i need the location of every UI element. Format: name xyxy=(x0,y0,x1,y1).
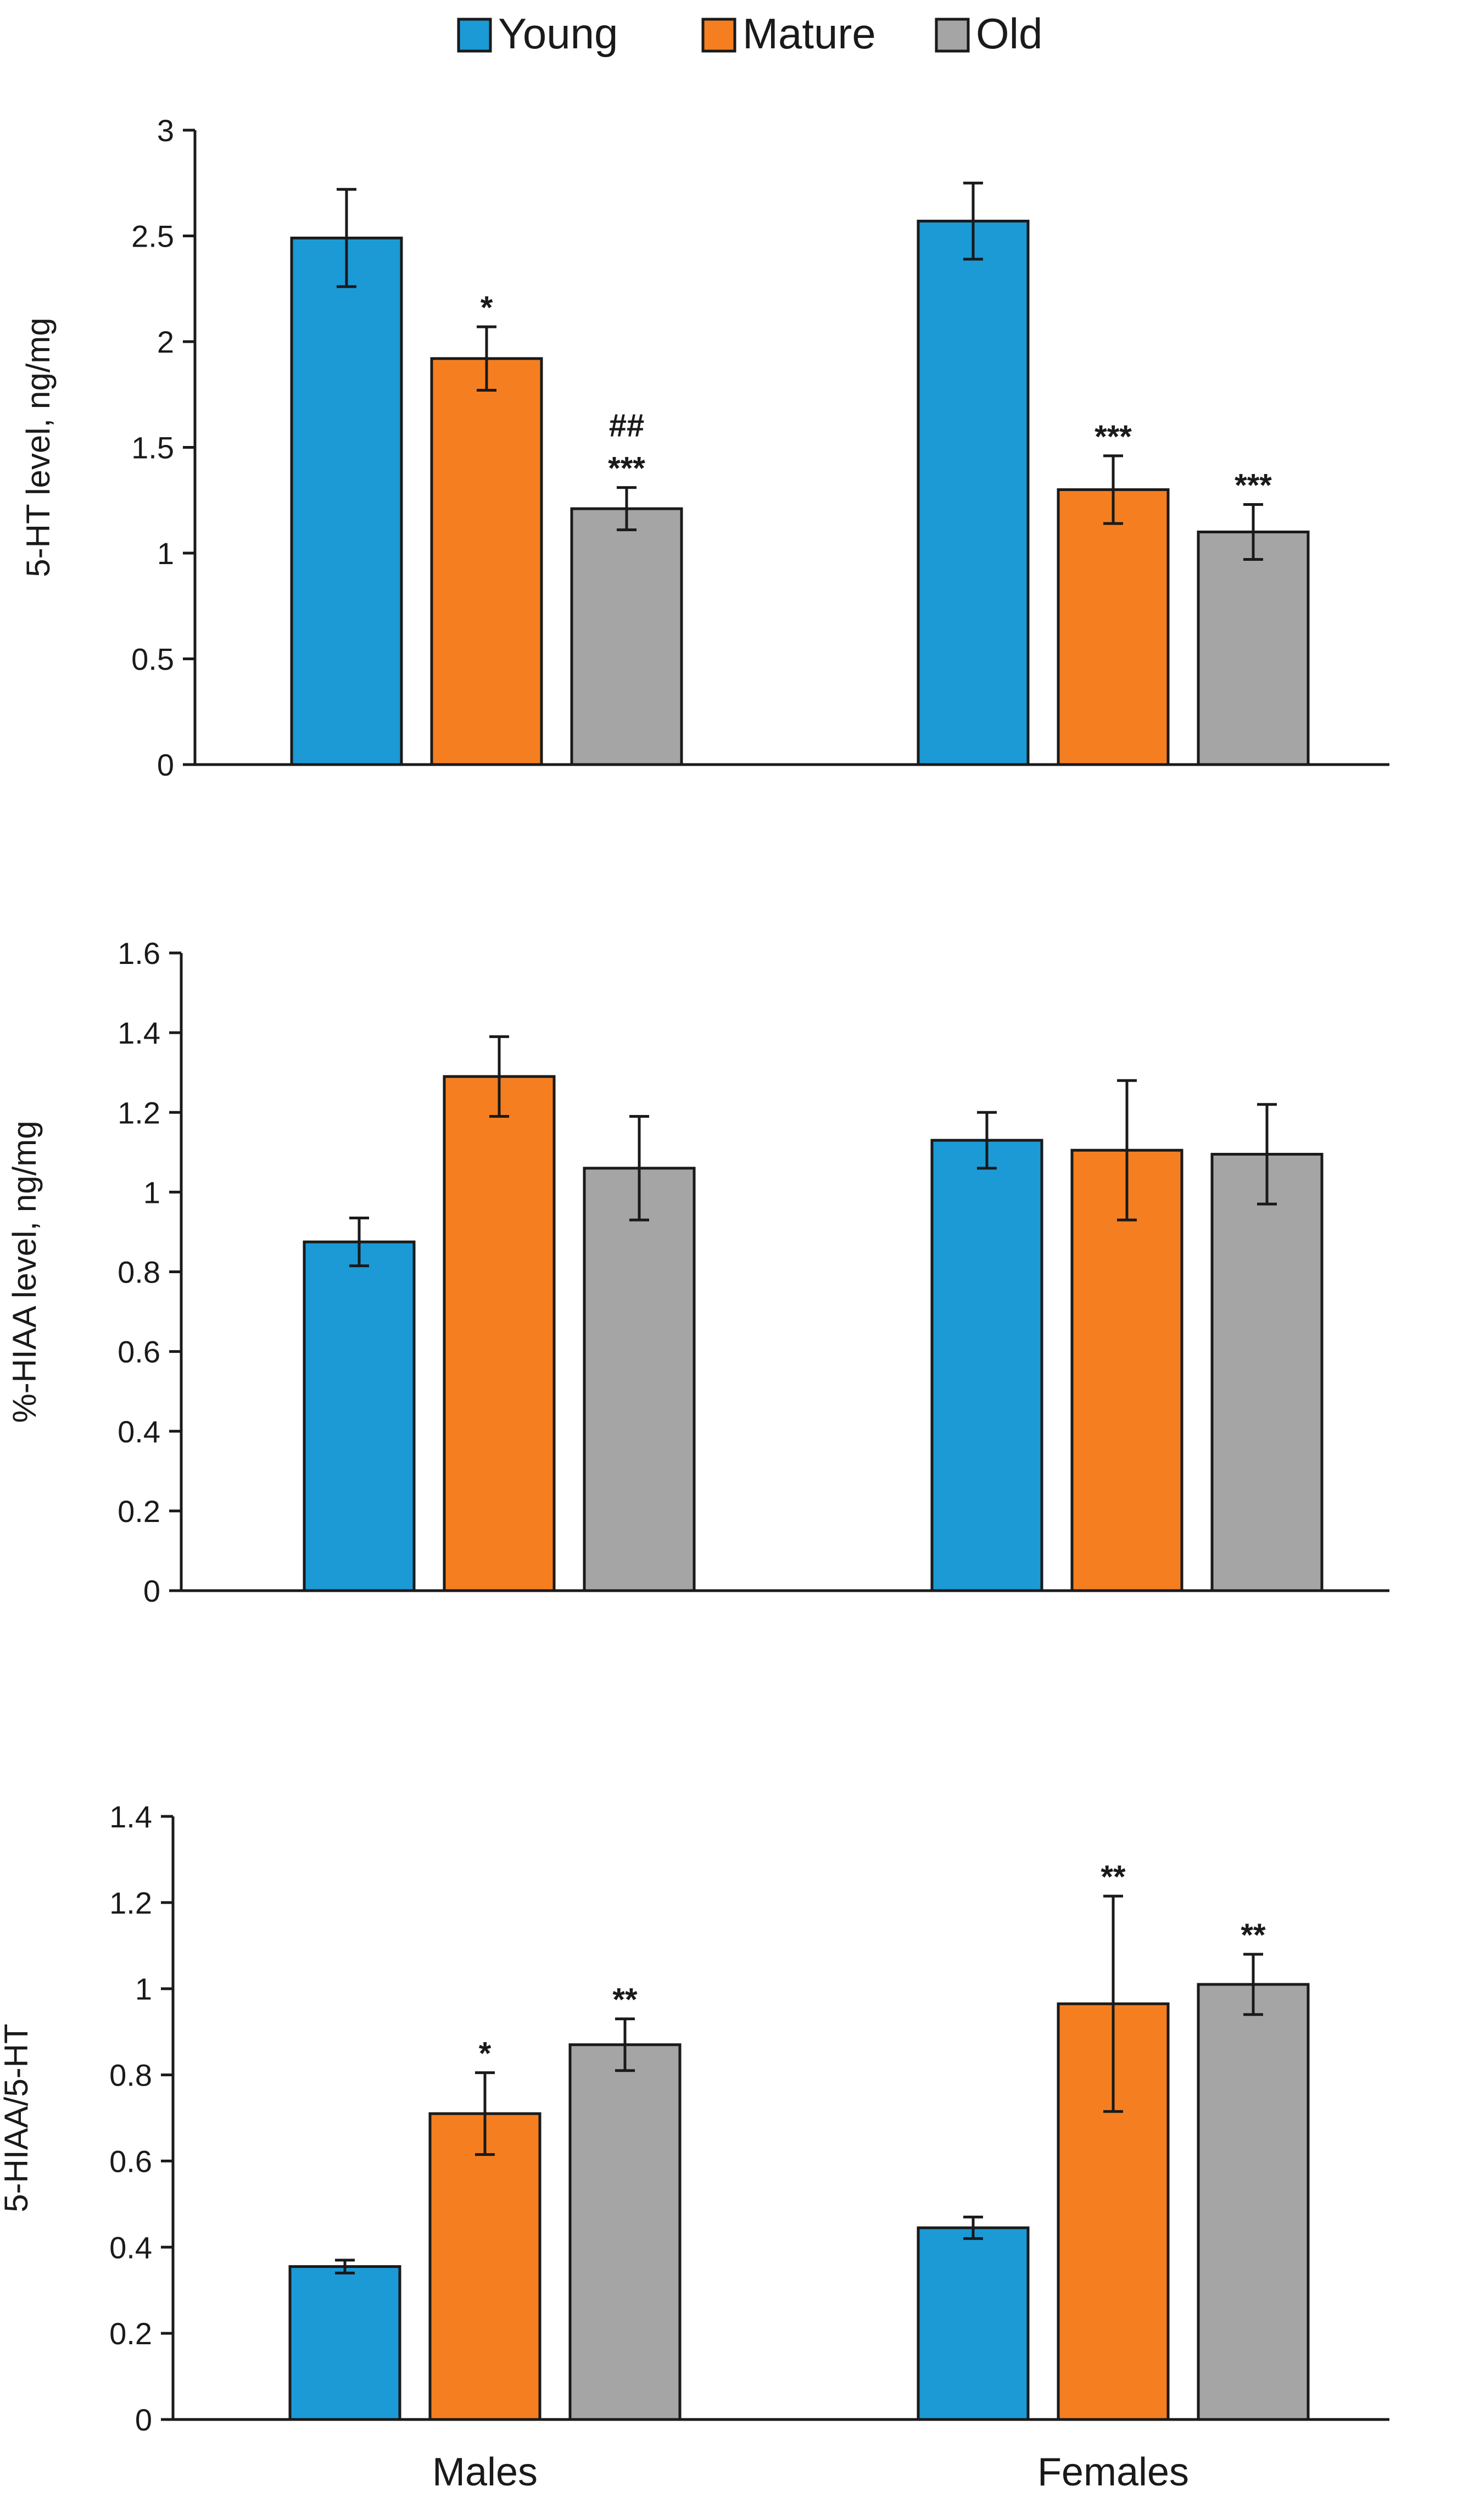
significance-marker: *** xyxy=(608,451,645,487)
bar-young-females xyxy=(917,2226,1030,2421)
error-bar-old-females xyxy=(1243,1953,1263,2016)
legend-label-young: Young xyxy=(498,9,618,58)
y-tick-label: 0.4 xyxy=(109,2230,152,2265)
bar-old-males xyxy=(583,1167,696,1592)
y-axis-label: 5-HT level, ng/mg xyxy=(20,317,57,577)
legend-label-mature: Mature xyxy=(742,9,876,58)
bar-old-males xyxy=(568,2043,682,2421)
error-bar-young-males xyxy=(349,1217,369,1268)
legend-swatch-young xyxy=(457,18,492,53)
y-tick-label: 1 xyxy=(157,536,174,571)
bar-young-males xyxy=(290,236,403,766)
significance-marker: *** xyxy=(1235,467,1272,503)
y-tick-label: 3 xyxy=(157,113,174,148)
error-bar-young-males xyxy=(337,188,356,288)
error-bar-young-males xyxy=(335,2259,355,2274)
error-bar-mature-females xyxy=(1103,454,1123,525)
y-tick-label: 0.8 xyxy=(118,1255,160,1290)
y-tick-label: 1.2 xyxy=(109,1886,152,1920)
y-tick-label: 1 xyxy=(135,1972,152,2006)
y-tick-label: 2 xyxy=(157,325,174,359)
error-bar-old-males xyxy=(617,486,637,532)
bar-old-females xyxy=(1210,1152,1324,1592)
significance-marker: ## xyxy=(609,408,645,444)
y-tick-label: 0.5 xyxy=(131,642,174,677)
error-bar-young-females xyxy=(963,2215,983,2240)
bar-mature-females xyxy=(1070,1149,1183,1592)
y-tick-label: 1.6 xyxy=(118,936,160,971)
y-tick-label: 0 xyxy=(135,2402,152,2437)
significance-marker: ** xyxy=(1101,1859,1126,1895)
legend: Young Mature Old xyxy=(457,9,1042,58)
y-tick-label: 0.6 xyxy=(109,2144,152,2178)
error-bar-mature-females xyxy=(1117,1079,1137,1222)
error-bar-young-females xyxy=(977,1111,997,1170)
y-tick-label: 0.6 xyxy=(118,1335,160,1369)
y-tick-label: 1.2 xyxy=(118,1095,160,1130)
y-tick-label: 0 xyxy=(157,748,174,782)
y-tick-label: 0 xyxy=(143,1574,160,1608)
significance-marker: ** xyxy=(1241,1917,1266,1953)
y-tick-label: 0.4 xyxy=(118,1414,160,1449)
bar-mature-males xyxy=(443,1075,556,1592)
y-tick-label: 0.8 xyxy=(109,2058,152,2093)
legend-label-old: Old xyxy=(976,9,1042,58)
bar-young-males xyxy=(288,2265,401,2421)
error-bar-mature-males xyxy=(489,1035,509,1118)
x-category-label-females: Females xyxy=(1037,2450,1189,2494)
error-bar-old-females xyxy=(1257,1103,1277,1206)
y-axis-label: %-HIAA level, ng/mg xyxy=(6,1120,43,1423)
error-bar-young-females xyxy=(963,181,983,261)
y-tick-label: 1.5 xyxy=(131,431,174,465)
y-tick-label: 2.5 xyxy=(131,219,174,254)
chart-panel-2: 0 0.2 0.4 0.6 0.8 1 1.2 1.4 1.6 %-HIAA level, ng/… xyxy=(6,936,1389,1608)
chart-panel-3: 00.20.40.60.811.21.45-HIAA/5-HT ***Males*… xyxy=(0,1799,1389,2494)
chart-panel-1: 0 0.5 1 1.5 2 2.5 3 5-HT level, ng/mg * ## *** *** *… xyxy=(20,113,1389,782)
bar-old-females xyxy=(1197,531,1310,766)
bar-old-males xyxy=(570,507,683,766)
y-tick-label: 1.4 xyxy=(118,1016,160,1050)
significance-marker: * xyxy=(479,2036,492,2072)
significance-marker: ** xyxy=(612,1982,638,2018)
error-bar-mature-males xyxy=(475,2071,495,2156)
bar-young-males xyxy=(303,1240,416,1592)
error-bar-mature-females xyxy=(1103,1894,1123,2113)
error-bar-mature-males xyxy=(477,325,496,392)
bar-mature-females xyxy=(1057,488,1170,766)
y-tick-label: 1.4 xyxy=(109,1799,152,1834)
y-axis-label: 5-HIAA/5-HT xyxy=(0,2023,35,2212)
x-category-label-males: Males xyxy=(432,2450,538,2494)
significance-marker: * xyxy=(481,290,493,326)
bar-old-females xyxy=(1197,1983,1310,2421)
bar-young-females xyxy=(930,1139,1043,1592)
bar-mature-males xyxy=(428,2112,541,2421)
error-bar-old-females xyxy=(1243,503,1263,561)
y-tick-label: 0.2 xyxy=(109,2316,152,2351)
bar-mature-males xyxy=(430,357,543,766)
y-tick-label: 0.2 xyxy=(118,1494,160,1529)
y-tick-label: 1 xyxy=(143,1175,160,1209)
legend-swatch-old xyxy=(935,18,970,53)
significance-marker: *** xyxy=(1095,419,1132,455)
error-bar-old-males xyxy=(615,2017,635,2072)
error-bar-old-males xyxy=(629,1115,649,1222)
legend-swatch-mature xyxy=(701,18,736,53)
bar-young-females xyxy=(917,220,1030,766)
chart-panels: 00.511.522.535-HT level, ng/mg*##*******… xyxy=(0,113,1389,2494)
